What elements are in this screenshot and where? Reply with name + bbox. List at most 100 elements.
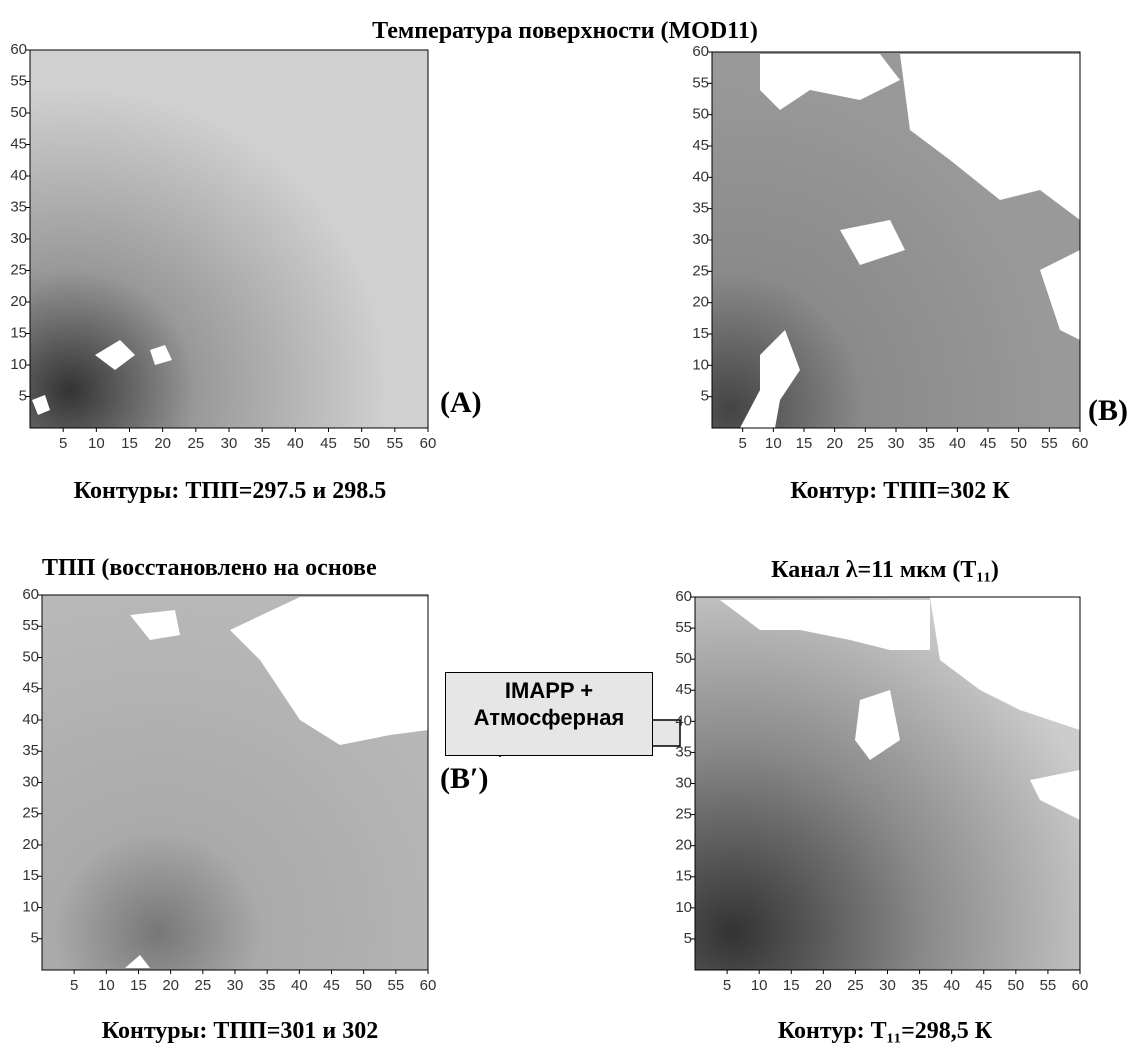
y-tick-label: 55 (692, 74, 709, 91)
y-tick-label: 60 (10, 41, 27, 58)
y-tick-label: 10 (692, 356, 709, 373)
y-tick-label: 5 (701, 388, 709, 405)
y-tick-label: 60 (675, 588, 692, 605)
y-tick-label: 30 (692, 231, 709, 248)
y-tick-label: 15 (692, 325, 709, 342)
y-tick-label: 45 (675, 681, 692, 698)
x-tick-label: 25 (847, 977, 864, 994)
y-tick-label: 50 (10, 104, 27, 121)
y-tick-label: 45 (10, 135, 27, 152)
x-tick-label: 15 (783, 977, 800, 994)
figure: Температура поверхности (MOD11) 5 10 15 20 2… (0, 0, 1147, 1043)
y-tick-label: 50 (22, 648, 39, 665)
x-tick-label: 5 (723, 977, 731, 994)
x-tick-label: 25 (194, 977, 211, 994)
y-tick-label: 10 (675, 899, 692, 916)
x-tick-label: 5 (70, 977, 78, 994)
y-tick-label: 25 (692, 262, 709, 279)
y-tick-label: 40 (10, 167, 27, 184)
x-tick-label: 30 (221, 435, 238, 452)
y-tick-label: 25 (675, 806, 692, 823)
y-tick-label: 60 (22, 586, 39, 603)
x-tick-label: 10 (98, 977, 115, 994)
x-tick-label: 35 (259, 977, 276, 994)
y-tick-label: 40 (692, 168, 709, 185)
y-tick-label: 60 (692, 43, 709, 60)
x-tick-label: 40 (287, 435, 304, 452)
x-tick-label: 50 (1010, 435, 1027, 452)
y-tick-label: 10 (22, 898, 39, 915)
y-tick-label: 50 (675, 650, 692, 667)
panel-title: Канал λ=11 мкм (T₁₁) (771, 557, 999, 583)
x-tick-label: 60 (420, 977, 437, 994)
x-tick-label: 50 (355, 977, 372, 994)
panel-title: ТПП (восстановлено на основе (42, 555, 377, 581)
y-tick-label: 10 (10, 356, 27, 373)
x-tick-label: 60 (1072, 977, 1089, 994)
panel-label: (B) (1088, 394, 1128, 427)
x-tick-label: 10 (765, 435, 782, 452)
x-tick-label: 45 (323, 977, 340, 994)
x-tick-label: 50 (1007, 977, 1024, 994)
x-tick-label: 15 (121, 435, 138, 452)
x-tick-label: 60 (1072, 435, 1089, 452)
y-tick-label: 20 (692, 294, 709, 311)
y-tick-label: 55 (10, 72, 27, 89)
panel-caption: Контуры: ТПП=297.5 и 298.5 (74, 478, 386, 504)
x-tick-label: 5 (59, 435, 67, 452)
x-tick-label: 5 (738, 435, 746, 452)
y-tick-label: 55 (675, 619, 692, 636)
y-tick-label: 35 (10, 198, 27, 215)
y-tick-label: 45 (22, 680, 39, 697)
y-tick-label: 50 (692, 106, 709, 123)
y-tick-label: 30 (22, 773, 39, 790)
y-tick-label: 15 (10, 324, 27, 341)
x-tick-label: 35 (911, 977, 928, 994)
y-tick-label: 35 (22, 742, 39, 759)
page: Температура поверхности (MOD11) 5 10 15 20 2… (0, 0, 1147, 1043)
x-tick-label: 10 (88, 435, 105, 452)
x-tick-label: 35 (918, 435, 935, 452)
x-tick-label: 55 (1041, 435, 1058, 452)
x-tick-label: 60 (420, 435, 437, 452)
y-tick-label: 55 (22, 617, 39, 634)
x-tick-label: 55 (1040, 977, 1057, 994)
panel-caption: Контур: T₁₁=298,5 К (778, 1018, 993, 1043)
y-tick-label: 45 (692, 137, 709, 154)
x-tick-label: 45 (975, 977, 992, 994)
figure-title: Температура поверхности (MOD11) (372, 18, 758, 44)
y-tick-label: 30 (10, 230, 27, 247)
x-tick-label: 55 (386, 435, 403, 452)
y-tick-label: 5 (684, 930, 692, 947)
y-tick-label: 25 (22, 805, 39, 822)
y-tick-label: 5 (31, 930, 39, 947)
x-tick-label: 45 (980, 435, 997, 452)
y-tick-label: 35 (675, 743, 692, 760)
y-tick-label: 40 (675, 712, 692, 729)
x-tick-label: 10 (751, 977, 768, 994)
panel-caption: Контуры: ТПП=301 и 302 (102, 1018, 378, 1043)
x-tick-label: 40 (949, 435, 966, 452)
y-tick-label: 15 (675, 868, 692, 885)
x-tick-label: 25 (187, 435, 204, 452)
y-tick-label: 20 (10, 293, 27, 310)
x-tick-label: 40 (291, 977, 308, 994)
y-tick-label: 25 (10, 261, 27, 278)
x-tick-label: 15 (130, 977, 147, 994)
x-tick-label: 30 (888, 435, 905, 452)
x-tick-label: 20 (162, 977, 179, 994)
x-tick-label: 50 (353, 435, 370, 452)
y-tick-label: 30 (675, 774, 692, 791)
x-tick-label: 20 (154, 435, 171, 452)
x-tick-label: 30 (879, 977, 896, 994)
arrow-box: IMAPP + Атмосферная (445, 672, 653, 756)
x-tick-label: 25 (857, 435, 874, 452)
x-tick-label: 20 (815, 977, 832, 994)
y-tick-label: 20 (22, 836, 39, 853)
panel-caption: Контур: ТПП=302 К (790, 478, 1010, 504)
y-tick-label: 35 (692, 200, 709, 217)
figure-canvas: Температура поверхности (MOD11) 5 10 15 20 2… (0, 0, 1147, 1043)
panel-label: (A) (440, 386, 482, 419)
x-tick-label: 45 (320, 435, 337, 452)
x-tick-label: 15 (796, 435, 813, 452)
